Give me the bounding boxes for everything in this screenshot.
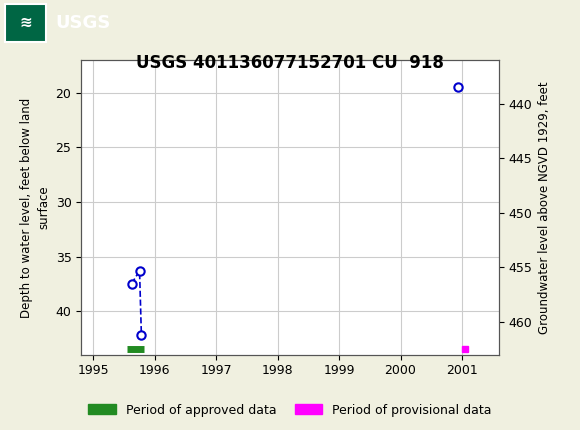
Text: USGS 401136077152701 CU  918: USGS 401136077152701 CU 918 [136,54,444,72]
Y-axis label: Groundwater level above NGVD 1929, feet: Groundwater level above NGVD 1929, feet [538,81,551,334]
Text: ≋: ≋ [19,15,32,30]
Legend: Period of approved data, Period of provisional data: Period of approved data, Period of provi… [83,399,497,421]
Y-axis label: Depth to water level, feet below land
surface: Depth to water level, feet below land su… [20,97,50,318]
Text: USGS: USGS [55,14,110,31]
FancyBboxPatch shape [5,3,46,42]
